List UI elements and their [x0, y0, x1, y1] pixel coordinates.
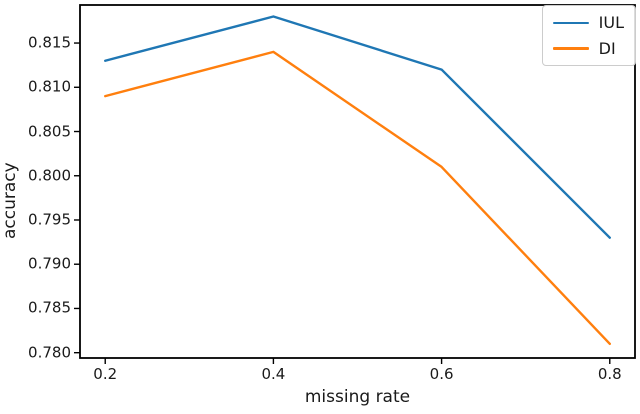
legend-line-sample-di	[552, 47, 589, 50]
x-tick-label: 0.6	[429, 365, 454, 383]
series-line-di	[104, 50, 611, 346]
axes-spines	[79, 4, 636, 359]
legend-entry-di[interactable]: DI	[552, 38, 624, 58]
legend-line-sample-iul	[552, 21, 589, 25]
y-tick-label: 0.815	[28, 33, 71, 52]
y-tick-label: 0.800	[28, 166, 71, 185]
legend-entry-iul[interactable]: IUL	[552, 13, 624, 32]
y-tick-label: 0.780	[28, 343, 71, 362]
x-tick-label: 0.2	[93, 365, 118, 383]
x-tick-label: 0.8	[597, 365, 622, 383]
y-tick-label: 0.790	[28, 254, 71, 273]
series-line-iul	[104, 15, 611, 239]
y-tick-label: 0.810	[28, 77, 71, 96]
y-tick-label: 0.795	[28, 210, 71, 229]
legend-label-iul: IUL	[598, 13, 624, 32]
y-axis-label: accuracy	[0, 162, 20, 239]
y-tick-label: 0.785	[28, 298, 71, 317]
y-tick-label: 0.805	[28, 122, 71, 140]
x-tick-label: 0.4	[261, 365, 286, 383]
legend-label-di: DI	[598, 38, 616, 58]
x-axis-label: missing rate	[304, 387, 411, 407]
legend: IUL DI	[541, 5, 636, 67]
